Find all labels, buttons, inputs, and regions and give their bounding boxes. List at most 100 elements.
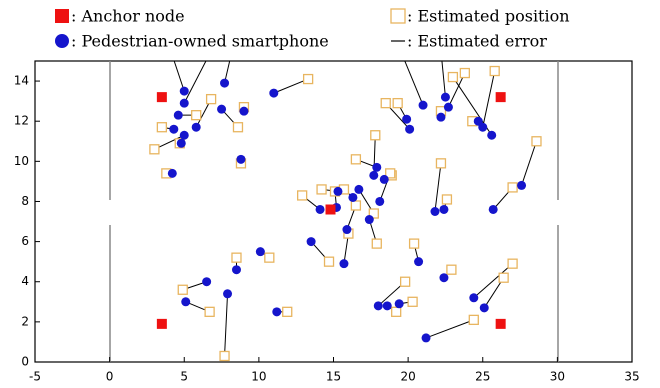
smartphone bbox=[418, 100, 428, 110]
smartphone bbox=[394, 299, 404, 309]
estimated-position bbox=[302, 73, 314, 85]
estimated-position bbox=[371, 238, 382, 249]
smartphone bbox=[375, 196, 385, 206]
smartphone bbox=[469, 293, 479, 303]
smartphone bbox=[176, 138, 186, 148]
smartphone bbox=[202, 277, 212, 287]
x-tick-label: 10 bbox=[251, 370, 266, 384]
error-line bbox=[473, 263, 513, 299]
smartphone bbox=[478, 122, 488, 132]
smartphone bbox=[173, 110, 183, 120]
estimated-position bbox=[396, 46, 405, 55]
estimated-position bbox=[204, 306, 215, 317]
smartphone bbox=[179, 130, 189, 140]
estimated-position bbox=[399, 276, 411, 287]
smartphone bbox=[369, 170, 379, 180]
estimated-position bbox=[507, 182, 518, 193]
estimated-position bbox=[447, 71, 459, 83]
anchor-node bbox=[156, 318, 167, 329]
y-tick-label: 2 bbox=[21, 314, 29, 328]
error-line bbox=[434, 163, 442, 212]
estimated-position bbox=[407, 296, 418, 307]
smartphone bbox=[236, 154, 246, 164]
smartphone bbox=[217, 104, 227, 114]
smartphone bbox=[333, 186, 343, 196]
smartphone bbox=[439, 273, 449, 283]
y-tick-label: 6 bbox=[21, 234, 29, 248]
smartphone bbox=[348, 192, 358, 202]
y-tick-label: 0 bbox=[21, 355, 29, 369]
anchor-node bbox=[156, 92, 167, 103]
estimated-position bbox=[370, 130, 381, 141]
estimated-position bbox=[507, 258, 518, 269]
y-tick-label: 12 bbox=[14, 114, 29, 128]
legend-label: : Estimated error bbox=[407, 32, 547, 51]
x-tick-label: 5 bbox=[180, 370, 188, 384]
smartphone bbox=[440, 92, 450, 102]
x-tick-label: 35 bbox=[624, 370, 639, 384]
smartphone bbox=[421, 333, 431, 343]
smartphone bbox=[179, 86, 189, 96]
y-tick-label: 8 bbox=[21, 194, 29, 208]
estimated-position bbox=[531, 136, 542, 147]
estimated-position bbox=[177, 284, 188, 295]
error-line bbox=[521, 141, 537, 186]
error-line bbox=[441, 61, 446, 98]
y-tick-label: 14 bbox=[14, 74, 29, 88]
estimated-position bbox=[446, 264, 457, 275]
estimated-position bbox=[408, 238, 420, 249]
estimated-position bbox=[385, 168, 396, 179]
smartphone bbox=[315, 204, 325, 214]
error-line bbox=[183, 61, 207, 104]
smartphone bbox=[364, 215, 374, 225]
estimated-position bbox=[391, 306, 402, 317]
smartphone bbox=[414, 257, 424, 267]
estimated-position bbox=[441, 194, 453, 205]
legend-label: : Pedestrian-owned smartphone bbox=[71, 32, 329, 51]
smartphone bbox=[220, 78, 230, 88]
estimated-position bbox=[468, 314, 479, 326]
walls bbox=[109, 61, 559, 362]
smartphone bbox=[269, 88, 279, 98]
estimated-position bbox=[205, 93, 217, 105]
x-tick-label: -5 bbox=[29, 370, 41, 384]
smartphone bbox=[430, 207, 440, 216]
error-line bbox=[224, 293, 229, 357]
error-line bbox=[425, 319, 474, 339]
smartphone bbox=[402, 114, 412, 124]
estimated-position bbox=[191, 110, 202, 121]
smartphone bbox=[479, 303, 489, 313]
estimated-position bbox=[350, 200, 362, 211]
smartphone bbox=[405, 124, 415, 134]
estimated-position bbox=[489, 65, 500, 77]
x-tick-label: 20 bbox=[400, 370, 415, 384]
smartphone bbox=[382, 301, 392, 311]
x-tick-label: 25 bbox=[475, 370, 490, 384]
legend-marker bbox=[55, 34, 69, 48]
estimated-position bbox=[297, 190, 308, 201]
smartphone bbox=[255, 247, 265, 257]
y-tick-label: 10 bbox=[14, 154, 29, 168]
estimated-position bbox=[323, 256, 335, 267]
x-tick-label: 0 bbox=[106, 370, 114, 384]
smartphone bbox=[439, 204, 449, 214]
estimated-position bbox=[459, 67, 470, 79]
x-tick-label: 30 bbox=[550, 370, 565, 384]
error-line bbox=[482, 70, 496, 128]
estimated-position bbox=[149, 144, 160, 155]
legend-label: : Estimated position bbox=[407, 7, 570, 26]
error-line bbox=[447, 72, 466, 108]
x-tick-label: 15 bbox=[326, 370, 341, 384]
smartphone bbox=[379, 174, 389, 184]
estimated-position bbox=[368, 208, 379, 219]
legend-marker bbox=[55, 9, 69, 23]
y-tick-label: 4 bbox=[21, 274, 29, 288]
smartphone bbox=[223, 289, 233, 299]
estimated-position bbox=[282, 306, 293, 317]
smartphone bbox=[443, 102, 453, 112]
smartphone bbox=[169, 124, 179, 134]
smartphone bbox=[487, 130, 497, 140]
smartphone bbox=[342, 225, 352, 235]
legend-marker bbox=[390, 8, 406, 24]
